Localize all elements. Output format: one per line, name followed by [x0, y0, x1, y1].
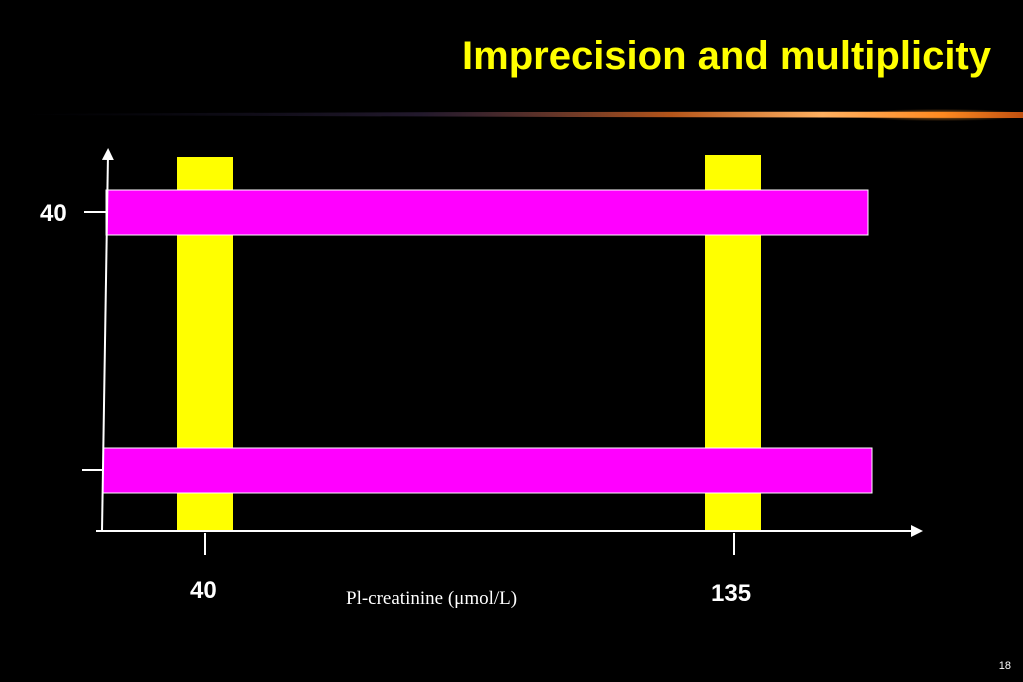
- horizontal-band-lower: [102, 447, 873, 494]
- x-tick-label-1: 40: [190, 577, 217, 604]
- x-axis-label: Pl-creatinine (μmol/L): [346, 588, 518, 609]
- horizontal-band-upper: [105, 189, 869, 236]
- y-tick-label: 40: [40, 200, 67, 227]
- y-axis: [101, 148, 114, 532]
- title-underline-beam: [20, 101, 1023, 129]
- x-tick-label-2: 135: [711, 580, 752, 607]
- slide-title: Imprecision and multiplicity: [462, 34, 991, 78]
- slide-number: 18: [998, 660, 1011, 672]
